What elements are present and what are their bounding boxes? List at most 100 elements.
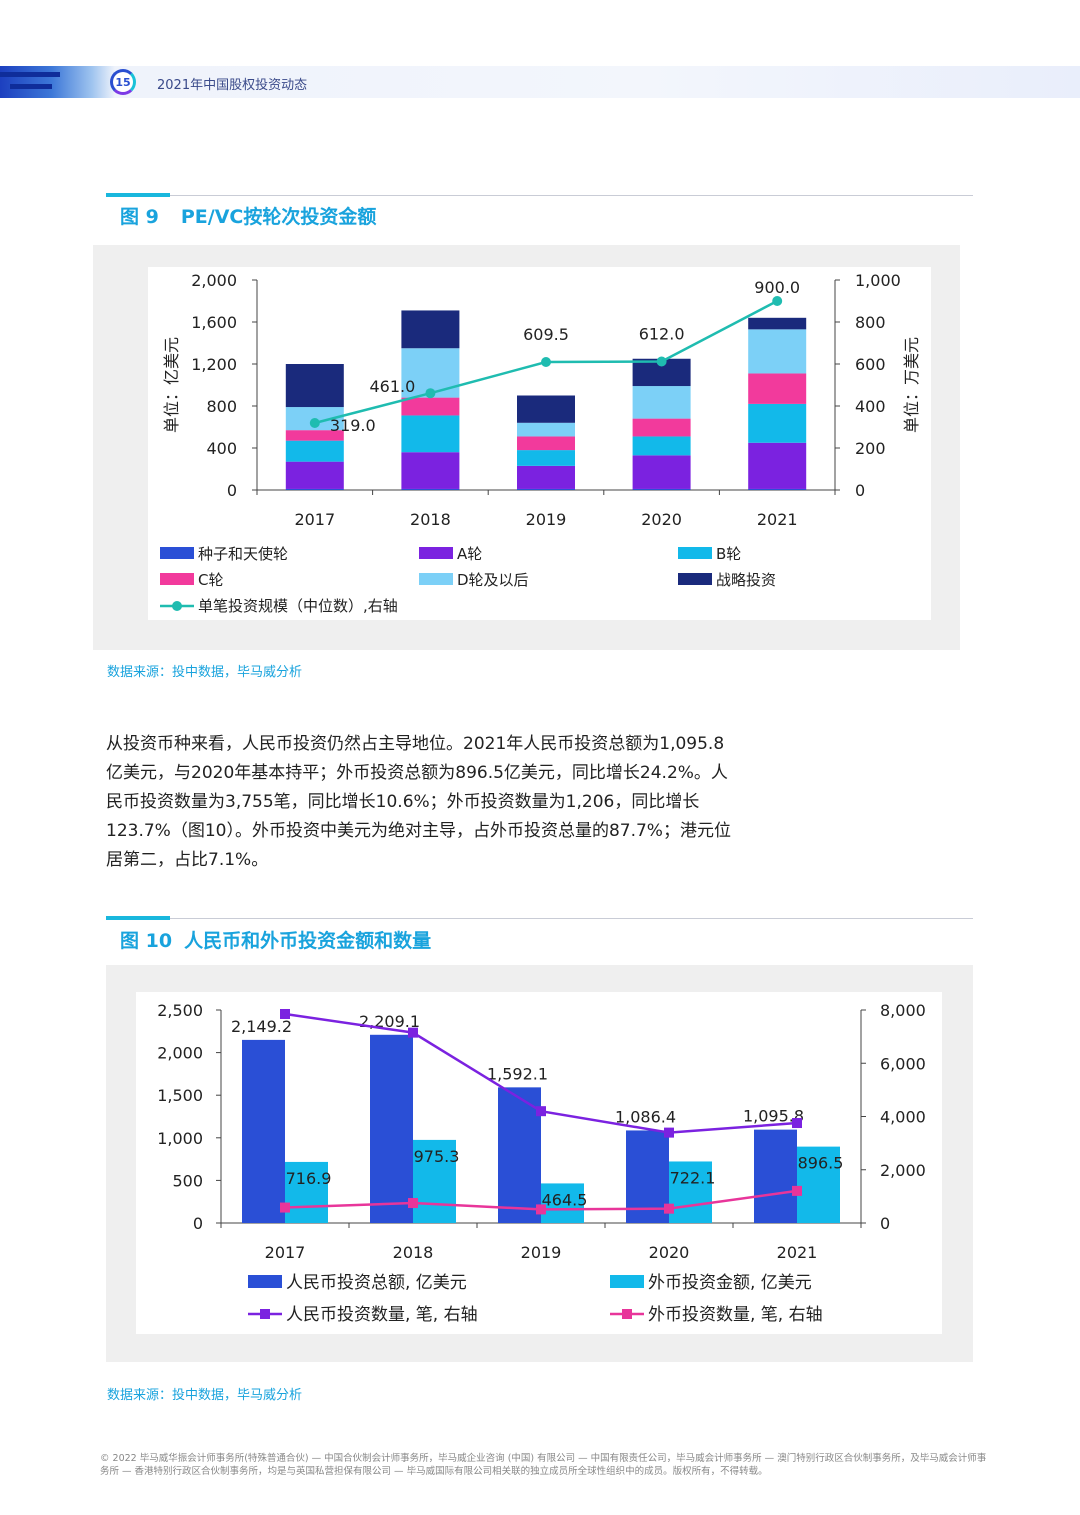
figure9-chart-area: 0 400 800 1,200 1,600 2,000 0 200 400 600 800 1,000… [148, 267, 931, 620]
median-data-label: 319.0 [330, 416, 376, 435]
bar-segment [401, 488, 460, 490]
median-data-label: 612.0 [639, 324, 685, 343]
legend-label: 单笔投资规模（中位数）,右轴 [198, 597, 398, 615]
x-tick-label: 2019 [526, 510, 567, 529]
y2-tick-label: 0 [855, 481, 865, 500]
foreign-count-point [280, 1202, 290, 1213]
foreign-count-point [792, 1185, 802, 1196]
y-tick-label: 1,500 [157, 1086, 203, 1105]
foreign-amount-label: 716.9 [286, 1169, 332, 1188]
x-tick-label: 2021 [757, 510, 798, 529]
bar-segment [285, 430, 344, 441]
legend-label: 战略投资 [716, 571, 776, 589]
figure10-title: 图 10 人民币和外币投资金额和数量 [120, 926, 431, 953]
y-tick-label: 500 [172, 1171, 203, 1190]
bar-segment [401, 310, 460, 349]
bar-segment [632, 386, 691, 419]
figure9-rule [106, 195, 973, 196]
figure9-source: 数据来源：投中数据，毕马威分析 [107, 665, 303, 680]
legend-swatch [160, 547, 194, 559]
legend-label: 种子和天使轮 [198, 545, 288, 563]
rmb-count-point [792, 1118, 802, 1129]
legend-label: D轮及以后 [457, 571, 529, 589]
y-tick-label: 2,000 [157, 1044, 203, 1063]
legend-swatch [610, 1275, 644, 1288]
y-tick-label: 1,600 [191, 313, 237, 332]
median-data-label: 461.0 [369, 377, 415, 396]
bar-segment [632, 418, 691, 437]
y-tick-label: 800 [206, 397, 237, 416]
bar-segment [748, 488, 807, 490]
x-tick-label: 2019 [521, 1243, 562, 1262]
y-tick-label: 0 [193, 1214, 203, 1233]
y2-tick-label: 200 [855, 439, 886, 458]
foreign-count-point [664, 1203, 674, 1214]
y2-tick-label: 6,000 [880, 1054, 926, 1073]
legend-swatch [160, 573, 194, 585]
bar-segment [517, 450, 575, 466]
figure10-accent [106, 916, 170, 920]
copyright-footer: © 2022 毕马威华振会计师事务所(特殊普通合伙) — 中国合伙制会计师事务所… [100, 1453, 987, 1477]
foreign-amount-bar [413, 1139, 456, 1223]
y2-tick-label: 2,000 [880, 1161, 926, 1180]
legend-label: 人民币投资数量, 笔, 右轴 [286, 1305, 478, 1325]
rmb-amount-label: 1,095.8 [743, 1107, 804, 1126]
legend-label: C轮 [198, 571, 223, 589]
y-tick-label: 0 [227, 481, 237, 500]
legend-swatch [678, 547, 712, 559]
foreign-amount-label: 896.5 [798, 1154, 844, 1173]
median-point [425, 388, 436, 399]
foreign-amount-label: 975.3 [414, 1147, 460, 1166]
figure10-source: 数据来源：投中数据，毕马威分析 [107, 1388, 303, 1403]
legend-swatch [678, 573, 712, 585]
rmb-count-point [280, 1008, 290, 1019]
bar-segment [401, 452, 460, 489]
bar-segment [285, 488, 344, 490]
bar-segment [285, 461, 344, 489]
legend-label: B轮 [716, 545, 741, 563]
rmb-amount-label: 1,592.1 [487, 1064, 548, 1083]
bar-segment [748, 403, 807, 443]
foreign-count-point [408, 1198, 418, 1209]
y-tick-label: 1,200 [191, 355, 237, 374]
figure10-rule [106, 918, 973, 919]
bar-segment [748, 442, 807, 489]
x-tick-label: 2020 [641, 510, 682, 529]
rmb-amount-bar [498, 1087, 541, 1223]
rmb-amount-bar [242, 1039, 285, 1223]
rmb-amount-bar [370, 1034, 413, 1223]
bar-segment [632, 488, 691, 490]
bar-segment [632, 436, 691, 456]
rmb-amount-label: 1,086.4 [615, 1107, 676, 1126]
bar-segment [748, 373, 807, 404]
y2-tick-label: 1,000 [855, 271, 901, 290]
bar-segment [401, 415, 460, 453]
figure9-chart: 0 400 800 1,200 1,600 2,000 0 200 400 600 800 1,000… [160, 271, 921, 615]
y-tick-label: 2,000 [191, 271, 237, 290]
legend-line-marker [260, 1309, 270, 1319]
legend-line-marker [172, 601, 182, 611]
figure10-title-text: 人民币和外币投资金额和数量 [184, 930, 432, 952]
x-tick-label: 2020 [649, 1243, 690, 1262]
bar-segment [632, 455, 691, 489]
bar-segment [517, 465, 575, 489]
body-paragraph: 从投资币种来看，人民币投资仍然占主导地位。2021年人民币投资总额为1,095.… [106, 734, 731, 870]
median-point [772, 296, 783, 306]
median-data-label: 609.5 [523, 325, 569, 344]
y2-tick-label: 4,000 [880, 1108, 926, 1127]
y-axis-title: 单位：亿美元 [162, 337, 181, 433]
y-tick-label: 400 [206, 439, 237, 458]
y-tick-label: 1,000 [157, 1129, 203, 1148]
figure9-title: 图 9 PE/VC按轮次投资金额 [120, 202, 376, 229]
legend-swatch [248, 1275, 282, 1288]
legend-label: 外币投资金额, 亿美元 [648, 1273, 812, 1293]
rmb-amount-label: 2,149.2 [231, 1017, 292, 1036]
figure9-number: 图 9 [120, 206, 159, 228]
foreign-amount-bar [541, 1183, 584, 1223]
rmb-count-point [408, 1027, 418, 1038]
rmb-count-point [664, 1127, 674, 1138]
y2-tick-label: 800 [855, 313, 886, 332]
y2-axis-title: 单位：万美元 [902, 337, 921, 433]
bar-segment [748, 329, 807, 374]
bar-segment [748, 317, 807, 330]
